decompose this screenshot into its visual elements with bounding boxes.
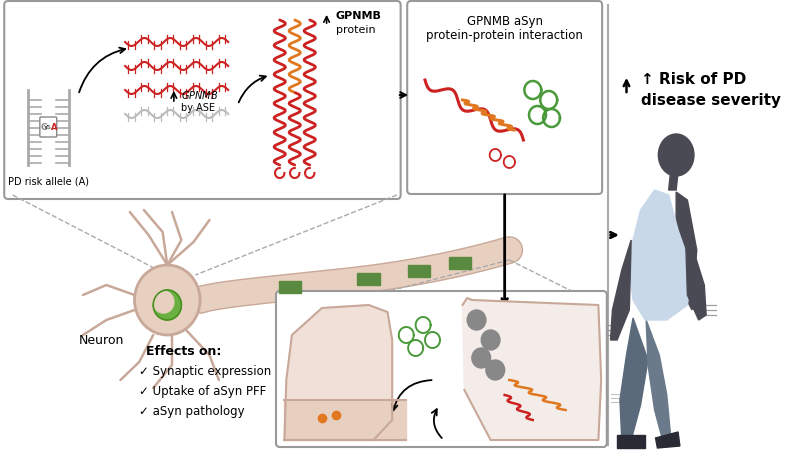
Text: $\it{GPNMB}$: $\it{GPNMB}$ [182, 89, 218, 101]
Text: ✓ Uptake of aSyn PFF: ✓ Uptake of aSyn PFF [139, 385, 266, 398]
Text: PD risk allele (A): PD risk allele (A) [8, 177, 89, 187]
Text: by ASE: by ASE [182, 103, 215, 113]
Polygon shape [669, 172, 678, 190]
Circle shape [486, 360, 505, 380]
Circle shape [154, 290, 182, 320]
Text: Effects on:: Effects on: [146, 345, 221, 358]
Polygon shape [278, 281, 302, 293]
Text: Neuron: Neuron [78, 333, 124, 346]
Text: G: G [41, 122, 48, 131]
Circle shape [482, 330, 500, 350]
Polygon shape [655, 432, 680, 448]
FancyBboxPatch shape [40, 117, 57, 137]
Polygon shape [610, 240, 631, 340]
Text: disease severity: disease severity [641, 93, 781, 108]
Polygon shape [285, 305, 392, 440]
Circle shape [467, 310, 486, 330]
Ellipse shape [658, 134, 694, 176]
Circle shape [472, 348, 490, 368]
Polygon shape [617, 435, 646, 448]
Polygon shape [408, 265, 430, 277]
Polygon shape [620, 318, 648, 440]
Text: vs.: vs. [44, 124, 54, 130]
FancyBboxPatch shape [4, 1, 401, 199]
Polygon shape [462, 298, 601, 440]
Text: GPNMB: GPNMB [336, 11, 382, 21]
FancyBboxPatch shape [276, 291, 607, 447]
Polygon shape [630, 190, 692, 320]
Circle shape [154, 291, 174, 313]
FancyBboxPatch shape [407, 1, 602, 194]
Text: protein-protein interaction: protein-protein interaction [426, 30, 583, 42]
Polygon shape [449, 257, 471, 269]
Polygon shape [686, 235, 706, 320]
Polygon shape [357, 273, 379, 285]
Polygon shape [676, 192, 697, 310]
Text: GPNMB aSyn: GPNMB aSyn [466, 15, 542, 28]
Circle shape [134, 265, 200, 335]
Polygon shape [285, 400, 406, 440]
Text: ✓ Synaptic expression: ✓ Synaptic expression [139, 365, 271, 378]
Text: A: A [50, 122, 57, 131]
Text: protein: protein [336, 25, 376, 35]
Text: ↑ Risk of PD: ↑ Risk of PD [641, 72, 746, 87]
Text: ✓ aSyn pathology: ✓ aSyn pathology [139, 405, 245, 418]
Polygon shape [646, 320, 670, 445]
